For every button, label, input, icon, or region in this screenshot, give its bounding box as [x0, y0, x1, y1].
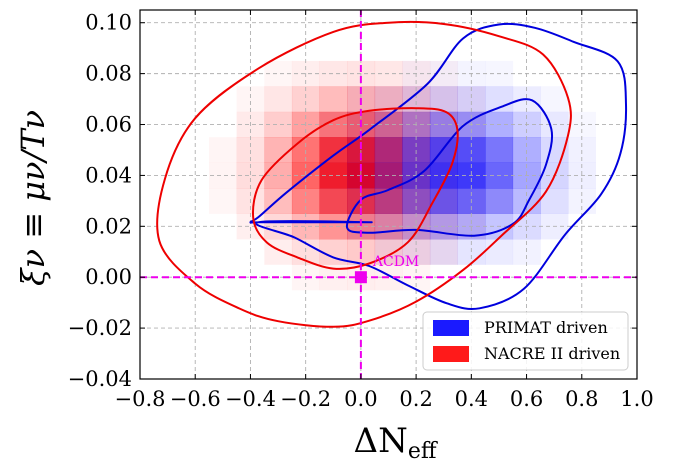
y-tick-label: 0.10	[85, 11, 132, 35]
x-tick-label: −0.6	[170, 387, 221, 411]
heatmap-cell	[429, 239, 458, 265]
heatmap-cell	[209, 188, 237, 214]
heatmap-cell	[485, 137, 514, 163]
heatmap-cell	[374, 188, 403, 214]
y-tick-label: 0.04	[85, 163, 132, 187]
lcdm-label: ΛCDM	[372, 254, 419, 270]
legend-label-nacre: NACRE II driven	[484, 344, 620, 363]
heatmap-cell	[429, 86, 458, 113]
heatmap-cell	[319, 188, 348, 214]
x-tick-label: −0.8	[115, 387, 166, 411]
legend-swatch-primat	[433, 320, 469, 336]
x-tick-label: 1.0	[620, 387, 653, 411]
legend-swatch-nacre	[433, 346, 469, 362]
y-tick-label: 0.00	[85, 265, 132, 289]
y-tick-label: 0.06	[85, 113, 132, 137]
x-tick-label: 0.8	[565, 387, 598, 411]
x-tick-label: −0.4	[225, 387, 276, 411]
ticks: −0.8 −0.6 −0.4 −0.2 0.0 0.2 0.4 0.6 0.8 1.0 −0.04 −…	[68, 10, 654, 411]
lcdm-marker	[354, 271, 367, 284]
heatmap-cell	[209, 137, 237, 163]
heatmap-cell	[540, 86, 569, 113]
heatmap-cell	[485, 188, 514, 214]
legend-label-primat: PRIMAT driven	[484, 318, 608, 337]
heatmap-cell	[374, 137, 403, 163]
x-tick-label: 0.0	[344, 387, 377, 411]
heatmap-cell	[485, 239, 514, 265]
x-tick-label: −0.2	[280, 387, 331, 411]
contour-nacre-outer	[156, 20, 572, 328]
plot-frame	[139, 9, 638, 380]
reference-lines	[140, 10, 637, 379]
heatmap-cell	[264, 137, 293, 163]
y-axis-label: ξν ≡ μν/Tν	[14, 110, 52, 286]
x-axis-label-sub: eff	[408, 439, 438, 460]
heatmap-cell	[319, 188, 348, 214]
y-tick-label: 0.08	[85, 62, 132, 86]
heatmap-cell	[319, 137, 348, 163]
x-tick-label: 0.4	[455, 387, 488, 411]
heatmap-cell	[374, 137, 403, 163]
legend-frame	[422, 311, 629, 371]
x-axis-label-main: ΔN	[354, 421, 408, 460]
contour-nacre-inner	[251, 107, 459, 270]
heatmap-cell	[319, 86, 348, 113]
heatmap-cell	[264, 86, 293, 113]
x-tick-label: 0.2	[399, 387, 432, 411]
contours	[156, 20, 628, 328]
y-tick-label: −0.04	[68, 367, 132, 391]
contour-primat-inner	[346, 98, 554, 237]
y-tick-label: 0.02	[85, 214, 132, 238]
x-tick-label: 0.6	[510, 387, 543, 411]
heatmap-cell	[429, 239, 458, 265]
legend: PRIMAT driven NACRE II driven	[422, 311, 629, 371]
annotations: ΛCDM	[354, 254, 419, 284]
heatmap-cell	[319, 137, 348, 163]
y-tick-label: −0.02	[68, 316, 132, 340]
x-axis-label: ΔNeff	[354, 421, 438, 460]
heatmap-cell	[429, 86, 458, 113]
